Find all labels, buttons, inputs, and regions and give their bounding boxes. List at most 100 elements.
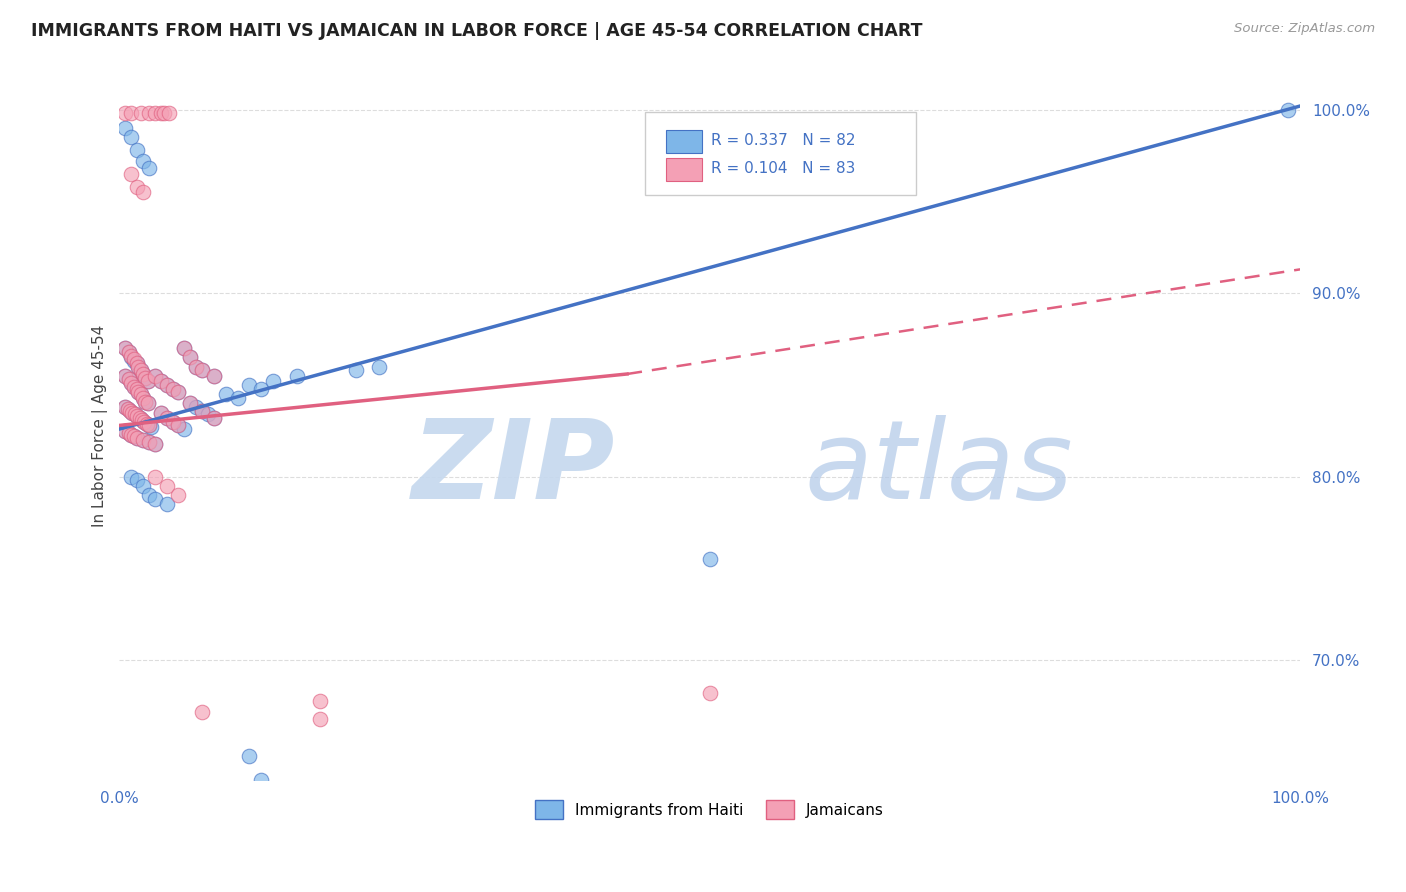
- Point: [149, 374, 172, 388]
- Point: [128, 411, 150, 425]
- Point: [120, 167, 142, 181]
- Point: [120, 376, 142, 391]
- Point: [179, 396, 201, 410]
- Point: [127, 356, 149, 370]
- Point: [124, 408, 146, 422]
- Point: [114, 121, 136, 136]
- Point: [157, 106, 180, 120]
- Point: [134, 415, 156, 429]
- Point: [202, 368, 225, 383]
- Point: [120, 349, 142, 363]
- Point: [114, 424, 136, 438]
- Point: [167, 385, 190, 400]
- Point: [114, 400, 136, 414]
- Point: [120, 427, 142, 442]
- Point: [143, 368, 166, 383]
- Point: [127, 359, 149, 374]
- Point: [179, 351, 201, 365]
- Point: [120, 403, 142, 417]
- Point: [238, 378, 260, 392]
- Legend: Immigrants from Haiti, Jamaicans: Immigrants from Haiti, Jamaicans: [529, 794, 890, 825]
- Point: [167, 488, 190, 502]
- Point: [120, 106, 142, 120]
- Point: [309, 712, 332, 726]
- FancyBboxPatch shape: [666, 130, 702, 153]
- Point: [134, 370, 156, 384]
- Point: [134, 394, 156, 409]
- Point: [127, 143, 149, 157]
- Point: [134, 370, 156, 384]
- Point: [167, 385, 190, 400]
- Point: [121, 405, 143, 419]
- Text: ZIP: ZIP: [412, 415, 616, 522]
- Point: [127, 382, 149, 396]
- Point: [1277, 103, 1299, 117]
- Point: [128, 411, 150, 425]
- Point: [132, 367, 155, 381]
- Point: [122, 352, 145, 367]
- Point: [120, 376, 142, 391]
- Point: [156, 378, 179, 392]
- Point: [129, 106, 152, 120]
- Point: [124, 408, 146, 422]
- Point: [118, 425, 141, 440]
- Point: [262, 374, 284, 388]
- Point: [138, 106, 160, 120]
- Point: [149, 405, 172, 419]
- Point: [699, 686, 721, 700]
- Text: R = 0.104   N = 83: R = 0.104 N = 83: [711, 161, 855, 176]
- Point: [127, 356, 149, 370]
- Point: [191, 705, 214, 719]
- Point: [138, 434, 160, 449]
- Point: [138, 161, 160, 176]
- Point: [162, 382, 184, 396]
- Point: [127, 385, 149, 400]
- Point: [136, 396, 159, 410]
- Point: [141, 420, 163, 434]
- Point: [162, 415, 184, 429]
- Point: [122, 429, 145, 443]
- Point: [138, 418, 160, 433]
- Point: [226, 391, 249, 405]
- Point: [132, 186, 155, 200]
- Point: [132, 433, 155, 447]
- Point: [122, 380, 145, 394]
- Point: [120, 351, 142, 365]
- Point: [143, 436, 166, 450]
- Point: [120, 403, 142, 417]
- Point: [143, 368, 166, 383]
- Point: [162, 382, 184, 396]
- Point: [238, 748, 260, 763]
- Point: [191, 363, 214, 377]
- Point: [136, 374, 159, 388]
- Point: [114, 341, 136, 355]
- Point: [127, 179, 149, 194]
- Point: [114, 368, 136, 383]
- Point: [162, 415, 184, 429]
- Point: [129, 387, 152, 401]
- Point: [149, 405, 172, 419]
- Point: [129, 387, 152, 401]
- Point: [156, 411, 179, 425]
- Point: [215, 387, 238, 401]
- Text: R = 0.337   N = 82: R = 0.337 N = 82: [711, 133, 855, 147]
- Point: [132, 433, 155, 447]
- Point: [122, 429, 145, 443]
- Text: IMMIGRANTS FROM HAITI VS JAMAICAN IN LABOR FORCE | AGE 45-54 CORRELATION CHART: IMMIGRANTS FROM HAITI VS JAMAICAN IN LAB…: [31, 22, 922, 40]
- Point: [121, 405, 143, 419]
- Point: [114, 400, 136, 414]
- Text: Source: ZipAtlas.com: Source: ZipAtlas.com: [1234, 22, 1375, 36]
- Point: [179, 351, 201, 365]
- Point: [127, 474, 149, 488]
- Point: [143, 436, 166, 450]
- Point: [156, 479, 179, 493]
- Point: [132, 154, 155, 169]
- Point: [118, 372, 141, 386]
- Point: [122, 380, 145, 394]
- Point: [135, 417, 157, 431]
- Point: [156, 497, 179, 511]
- Point: [153, 106, 176, 120]
- Point: [132, 479, 155, 493]
- Point: [129, 363, 152, 377]
- Point: [699, 552, 721, 566]
